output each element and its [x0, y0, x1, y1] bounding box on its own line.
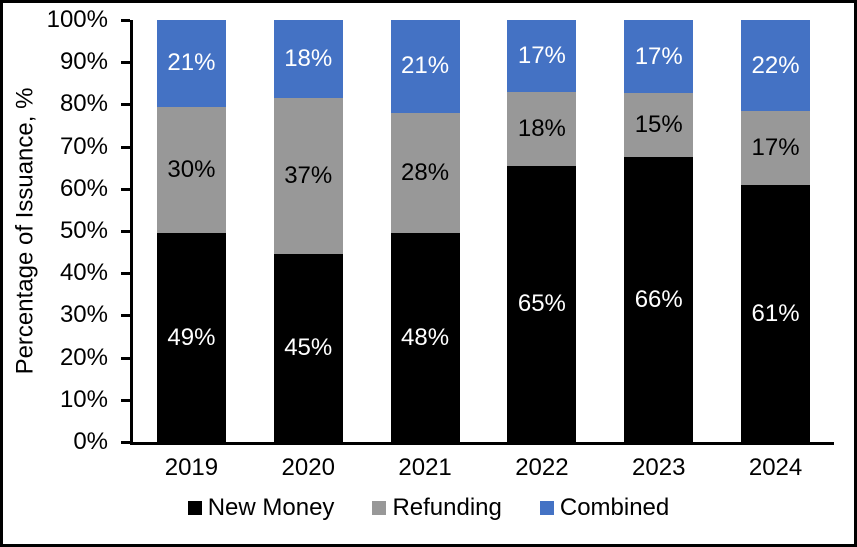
- y-tick-label: 20%: [59, 343, 108, 371]
- segment-refunding: 30%: [156, 106, 226, 234]
- segment-combined: 21%: [390, 20, 460, 113]
- y-tick-mark: [121, 230, 130, 233]
- y-tick-mark: [121, 61, 130, 65]
- legend-swatch-icon: [372, 501, 387, 515]
- segment-value-label: 15%: [634, 111, 683, 139]
- segment-value-label: 17%: [634, 42, 683, 70]
- stacked-bar-2020: 45% 37% 18%: [273, 20, 343, 442]
- bar-column-2021: 48% 28% 21%: [367, 20, 484, 442]
- legend-label: Combined: [559, 494, 670, 521]
- stacked-bar-2023: 66% 15% 17%: [624, 20, 694, 442]
- segment-value-label: 45%: [284, 334, 333, 362]
- y-tick-mark: [121, 441, 130, 444]
- y-tick-mark: [121, 145, 130, 149]
- y-tick-label: 10%: [59, 385, 108, 413]
- legend-item-combined: Combined: [539, 494, 670, 522]
- y-tick-label: 90%: [59, 48, 108, 76]
- segment-value-label: 17%: [517, 42, 566, 70]
- segment-combined: 17%: [624, 20, 694, 94]
- y-tick-label: 60%: [59, 174, 108, 202]
- x-axis-label-2022: 2022: [515, 454, 569, 481]
- bar-column-2023: 66% 15% 17%: [600, 20, 717, 442]
- y-tick-label: 100%: [46, 6, 108, 33]
- bar-column-2024: 61% 17% 22%: [717, 20, 834, 442]
- legend-label: New Money: [207, 494, 335, 521]
- y-tick-label: 0%: [73, 428, 108, 455]
- bar-column-2019: 49% 30% 21%: [133, 20, 250, 442]
- legend-item-refunding: Refunding: [372, 494, 502, 522]
- plot-area: 49% 30% 21% 45% 37% 18% 48% 28% 21% 65% 18% 17% 66% 1…: [130, 20, 834, 445]
- stacked-bar-2019: 49% 30% 21%: [156, 20, 226, 442]
- x-axis-label-2020: 2020: [281, 454, 335, 481]
- x-axis-label-2023: 2023: [632, 454, 686, 481]
- segment-combined: 21%: [156, 20, 226, 107]
- segment-combined: 22%: [741, 20, 811, 112]
- segment-new-money: 45%: [273, 254, 343, 442]
- bars-container: 49% 30% 21% 45% 37% 18% 48% 28% 21% 65% 18% 17% 66% 1…: [133, 20, 834, 442]
- segment-value-label: 49%: [167, 323, 216, 351]
- segment-new-money: 48%: [390, 233, 460, 442]
- segment-value-label: 66%: [634, 285, 683, 313]
- segment-combined: 18%: [273, 20, 343, 99]
- stacked-bar-2024: 61% 17% 22%: [741, 20, 811, 442]
- segment-value-label: 28%: [401, 158, 450, 186]
- stacked-bar-2021: 48% 28% 21%: [390, 20, 460, 442]
- y-tick-mark: [121, 19, 130, 22]
- segment-value-label: 48%: [401, 323, 450, 351]
- segment-value-label: 17%: [751, 134, 800, 162]
- x-axis-label-2019: 2019: [164, 454, 219, 481]
- segment-new-money: 65%: [507, 166, 577, 442]
- legend-swatch-icon: [187, 501, 202, 515]
- y-tick-mark: [121, 356, 130, 360]
- stacked-bar-2022: 65% 18% 17%: [507, 20, 577, 442]
- segment-refunding: 15%: [624, 93, 694, 158]
- segment-refunding: 37%: [273, 98, 343, 255]
- legend: New Money Refunding Combined: [3, 494, 854, 522]
- segment-value-label: 21%: [167, 49, 216, 77]
- y-tick-mark: [121, 187, 130, 191]
- legend-label: Refunding: [392, 494, 502, 521]
- segment-value-label: 22%: [751, 51, 800, 79]
- y-tick-mark: [121, 398, 130, 402]
- segment-refunding: 17%: [741, 111, 811, 186]
- bar-column-2022: 65% 18% 17%: [483, 20, 600, 442]
- y-tick-label: 30%: [59, 301, 108, 329]
- legend-swatch-icon: [539, 501, 554, 515]
- bar-column-2020: 45% 37% 18%: [250, 20, 367, 442]
- y-tick-label: 40%: [59, 259, 108, 287]
- legend-item-new-money: New Money: [187, 494, 335, 522]
- segment-value-label: 18%: [284, 45, 333, 73]
- x-axis-label-2021: 2021: [398, 454, 452, 481]
- segment-value-label: 18%: [517, 115, 566, 143]
- segment-value-label: 37%: [284, 162, 333, 190]
- segment-refunding: 18%: [507, 92, 577, 167]
- y-tick-label: 50%: [59, 217, 108, 244]
- segment-refunding: 28%: [390, 112, 460, 234]
- segment-value-label: 21%: [401, 52, 450, 80]
- y-tick-mark: [121, 314, 130, 318]
- segment-value-label: 61%: [751, 299, 800, 327]
- segment-new-money: 61%: [741, 185, 811, 442]
- y-tick-mark: [121, 272, 130, 276]
- y-tick-mark: [121, 103, 130, 107]
- y-tick-label: 70%: [59, 132, 108, 160]
- segment-new-money: 49%: [156, 233, 226, 442]
- segment-value-label: 65%: [517, 290, 566, 317]
- x-axis-label-2024: 2024: [748, 454, 803, 481]
- y-tick-label: 80%: [59, 90, 108, 118]
- segment-value-label: 30%: [167, 156, 216, 184]
- segment-new-money: 66%: [624, 157, 694, 442]
- x-axis-labels: 2019 2020 2021 2022 2023 2024: [133, 454, 834, 482]
- segment-combined: 17%: [507, 20, 577, 93]
